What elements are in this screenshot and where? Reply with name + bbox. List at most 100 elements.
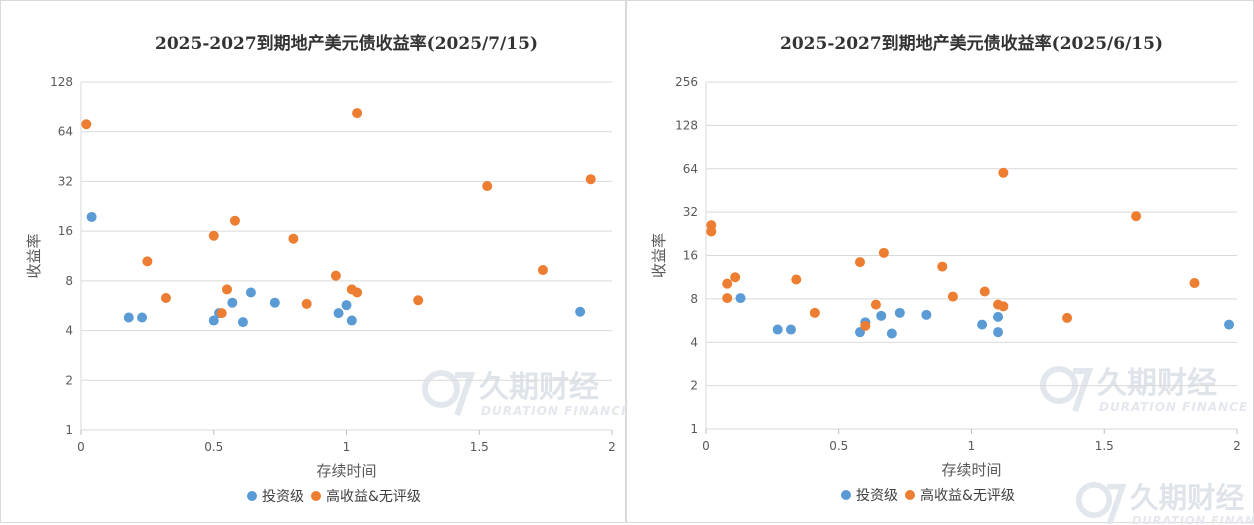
right-high-yield-point bbox=[1062, 312, 1073, 323]
left-invest-grade-point bbox=[269, 297, 280, 308]
left-high-yield-point bbox=[229, 215, 240, 226]
watermark-brand: 久期财经 bbox=[1097, 366, 1217, 401]
right-high-yield-point bbox=[791, 274, 802, 285]
left-y-tick-label: 16 bbox=[58, 224, 73, 238]
right-invest-grade-point bbox=[785, 324, 796, 335]
watermark-logo-icon bbox=[1106, 483, 1127, 524]
left-invest-grade-point bbox=[575, 306, 586, 317]
right-y-tick-label: 16 bbox=[683, 249, 698, 263]
left-invest-grade-point bbox=[137, 312, 148, 323]
left-y-tick-label: 4 bbox=[65, 324, 73, 338]
right-legend-marker bbox=[841, 490, 851, 500]
left-invest-grade-point bbox=[227, 297, 238, 308]
right-chart-title: 2025-2027到期地产美元债收益率(2025/6/15) bbox=[780, 33, 1163, 54]
left-invest-grade-point bbox=[208, 315, 219, 326]
left-high-yield-point bbox=[81, 119, 92, 130]
right-y-tick-label: 4 bbox=[690, 335, 698, 349]
watermark-sub: DURATION FINANCE bbox=[481, 404, 627, 418]
left-high-yield-point bbox=[216, 308, 227, 319]
watermark-sub: DURATION FINANCE bbox=[1132, 514, 1254, 524]
left-high-yield-point bbox=[585, 174, 596, 185]
right-y-tick-label: 128 bbox=[675, 118, 698, 132]
left-high-yield-point bbox=[330, 270, 341, 281]
watermark-brand: 久期财经 bbox=[1130, 482, 1245, 515]
right-invest-grade-point bbox=[876, 310, 887, 321]
right-high-yield-point bbox=[722, 293, 733, 304]
right-y-tick-label: 8 bbox=[690, 292, 698, 306]
right-y-axis-label: 收益率 bbox=[650, 233, 668, 278]
right-x-tick-label: 2 bbox=[1233, 439, 1241, 453]
left-x-tick-label: 2 bbox=[608, 440, 616, 454]
watermark-logo-icon bbox=[1072, 368, 1094, 412]
left-legend-marker bbox=[247, 491, 257, 501]
left-y-tick-label: 1 bbox=[65, 423, 73, 437]
left-x-axis-label: 存续时间 bbox=[316, 462, 376, 480]
right-invest-grade-point bbox=[1224, 319, 1235, 330]
watermark-logo-icon bbox=[1075, 481, 1113, 519]
right-y-tick-label: 256 bbox=[675, 75, 698, 89]
left-high-yield-point bbox=[413, 295, 424, 306]
left-high-yield-point bbox=[482, 181, 493, 192]
left-high-yield-point bbox=[160, 292, 171, 303]
right-high-yield-point bbox=[854, 257, 865, 268]
left-legend-label: 投资级 bbox=[262, 489, 304, 505]
left-invest-grade-point bbox=[346, 315, 357, 326]
right-legend-label: 高收益&无评级 bbox=[920, 487, 1015, 504]
watermark-logo-icon bbox=[1040, 366, 1078, 404]
right-high-yield-point bbox=[998, 167, 1009, 178]
right-high-yield-point bbox=[870, 299, 881, 310]
right-x-tick-label: 0 bbox=[702, 439, 710, 453]
right-y-tick-label: 32 bbox=[683, 205, 698, 219]
right-invest-grade-point bbox=[921, 309, 932, 320]
left-x-tick-label: 0 bbox=[77, 440, 85, 454]
chart-panel-right: 久期财经 DURATION FINANCE 2025-2027到期地产美元债收益率(… bbox=[626, 0, 1254, 524]
left-invest-grade-point bbox=[123, 312, 134, 323]
right-y-tick-label: 64 bbox=[683, 162, 698, 176]
left-y-axis-label: 收益率 bbox=[25, 233, 43, 278]
left-high-yield-point bbox=[208, 230, 219, 241]
right-legend-label: 投资级 bbox=[856, 488, 898, 504]
right-legend-marker bbox=[905, 490, 915, 500]
right-invest-grade-point bbox=[772, 324, 783, 335]
left-high-yield-point bbox=[537, 265, 548, 276]
left-high-yield-point bbox=[288, 233, 299, 244]
right-x-axis-label: 存续时间 bbox=[941, 461, 1001, 479]
right-invest-grade-point bbox=[993, 311, 1004, 322]
right-high-yield-point bbox=[998, 301, 1009, 312]
left-high-yield-point bbox=[222, 284, 233, 295]
right-invest-grade-point bbox=[886, 328, 897, 339]
right-high-yield-point bbox=[722, 278, 733, 289]
right-high-yield-point bbox=[878, 247, 889, 258]
left-invest-grade-point bbox=[237, 317, 248, 328]
right-high-yield-point bbox=[809, 307, 820, 318]
left-invest-grade-point bbox=[333, 308, 344, 319]
left-x-tick-label: 0.5 bbox=[204, 440, 223, 454]
right-invest-grade-point bbox=[735, 293, 746, 304]
left-high-yield-point bbox=[301, 298, 312, 309]
right-high-yield-point bbox=[979, 286, 990, 297]
left-y-tick-label: 64 bbox=[58, 125, 73, 139]
left-invest-grade-point bbox=[86, 211, 97, 222]
left-legend-marker bbox=[311, 491, 321, 501]
right-high-yield-point bbox=[1131, 211, 1142, 222]
left-x-tick-label: 1.5 bbox=[470, 440, 489, 454]
right-high-yield-point bbox=[1189, 278, 1200, 289]
left-y-tick-label: 128 bbox=[50, 75, 73, 89]
left-high-yield-point bbox=[352, 287, 363, 298]
right-x-tick-label: 1.5 bbox=[1095, 439, 1114, 453]
chart-panel-left: 久期财经 DURATION FINANCE 2025-2027到期地产美元债收益率(… bbox=[0, 0, 627, 523]
watermark-sub: DURATION FINANCE bbox=[1099, 400, 1248, 414]
right-high-yield-point bbox=[937, 261, 948, 272]
right-invest-grade-point bbox=[894, 307, 905, 318]
left-invest-grade-point bbox=[245, 287, 256, 298]
right-y-tick-label: 2 bbox=[690, 379, 698, 393]
watermark-logo-icon bbox=[422, 370, 460, 408]
right-high-yield-point bbox=[706, 226, 717, 237]
right-x-tick-label: 0.5 bbox=[829, 439, 848, 453]
left-y-tick-label: 32 bbox=[58, 174, 73, 188]
right-high-yield-point bbox=[947, 291, 958, 302]
